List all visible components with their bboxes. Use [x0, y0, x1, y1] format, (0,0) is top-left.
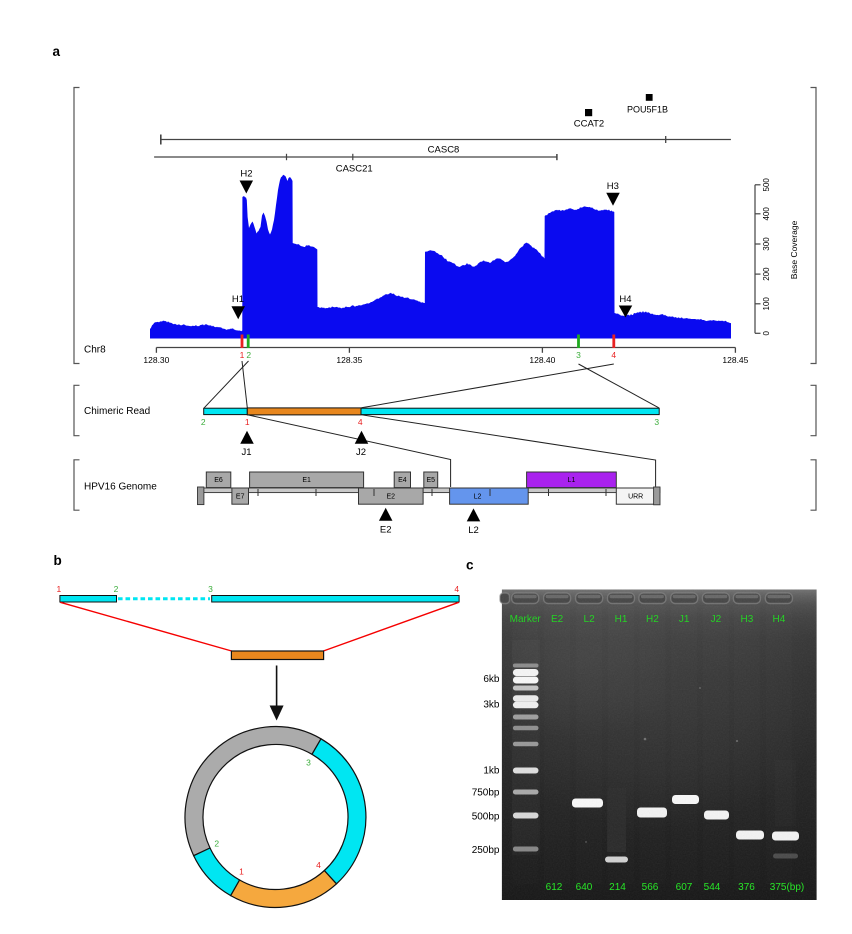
svg-text:500bp: 500bp	[472, 812, 500, 823]
svg-text:128.45: 128.45	[722, 355, 748, 365]
svg-text:H2: H2	[240, 169, 252, 180]
svg-text:100: 100	[762, 297, 771, 311]
svg-text:1: 1	[239, 867, 244, 877]
svg-text:612: 612	[546, 882, 563, 893]
svg-text:Chimeric Read: Chimeric Read	[84, 406, 150, 417]
svg-text:E7: E7	[236, 493, 245, 500]
svg-text:E2: E2	[387, 493, 396, 500]
svg-text:b: b	[54, 553, 62, 568]
svg-text:1kb: 1kb	[483, 766, 500, 777]
svg-text:H1: H1	[232, 294, 244, 305]
svg-text:L2: L2	[474, 493, 482, 500]
svg-text:4: 4	[611, 350, 616, 360]
svg-text:HPV16 Genome: HPV16 Genome	[84, 482, 157, 493]
svg-text:1: 1	[57, 584, 62, 594]
svg-text:607: 607	[676, 882, 693, 893]
svg-text:Base Coverage: Base Coverage	[789, 220, 799, 279]
svg-text:250bp: 250bp	[472, 845, 500, 856]
svg-text:L1: L1	[568, 477, 576, 484]
svg-text:2: 2	[114, 584, 119, 594]
svg-text:E6: E6	[214, 477, 223, 484]
svg-text:a: a	[53, 44, 61, 59]
svg-text:4: 4	[454, 584, 459, 594]
svg-text:128.35: 128.35	[336, 355, 362, 365]
svg-text:500: 500	[762, 178, 771, 192]
svg-text:CCAT2: CCAT2	[574, 119, 604, 130]
svg-text:544: 544	[704, 882, 721, 893]
svg-text:400: 400	[762, 207, 771, 221]
svg-text:L2: L2	[468, 525, 479, 536]
svg-text:200: 200	[762, 267, 771, 281]
svg-text:1: 1	[240, 350, 245, 360]
svg-text:E1: E1	[302, 477, 311, 484]
svg-text:376: 376	[738, 882, 755, 893]
svg-text:2: 2	[246, 350, 251, 360]
svg-text:3: 3	[654, 417, 659, 427]
svg-text:3: 3	[576, 350, 581, 360]
svg-text:566: 566	[642, 882, 659, 893]
svg-text:300: 300	[762, 237, 771, 251]
svg-text:640: 640	[576, 882, 593, 893]
svg-text:J1: J1	[241, 447, 251, 458]
svg-text:E5: E5	[426, 477, 435, 484]
svg-text:c: c	[466, 558, 474, 573]
svg-text:375(bp): 375(bp)	[770, 882, 804, 893]
svg-text:URR: URR	[628, 493, 643, 500]
svg-text:E2: E2	[380, 525, 392, 536]
svg-text:3kb: 3kb	[483, 700, 500, 711]
svg-text:0: 0	[762, 331, 771, 336]
svg-text:3: 3	[208, 584, 213, 594]
svg-text:CASC8: CASC8	[428, 145, 460, 156]
svg-text:4: 4	[358, 417, 363, 427]
svg-text:J2: J2	[356, 447, 366, 458]
svg-text:CASC21: CASC21	[336, 164, 373, 175]
svg-text:128.40: 128.40	[529, 355, 555, 365]
svg-text:1: 1	[245, 417, 250, 427]
svg-text:2: 2	[214, 839, 219, 849]
svg-text:H3: H3	[607, 181, 619, 192]
svg-text:Chr8: Chr8	[84, 344, 106, 355]
svg-text:128.30: 128.30	[143, 355, 169, 365]
svg-text:4: 4	[316, 860, 321, 870]
svg-text:750bp: 750bp	[472, 788, 500, 799]
svg-text:3: 3	[306, 758, 311, 768]
svg-text:E4: E4	[398, 477, 407, 484]
svg-text:2: 2	[201, 417, 206, 427]
svg-text:6kb: 6kb	[483, 674, 500, 685]
svg-text:H4: H4	[619, 294, 631, 305]
svg-text:214: 214	[609, 882, 626, 893]
svg-text:POU5F1B: POU5F1B	[627, 105, 668, 115]
